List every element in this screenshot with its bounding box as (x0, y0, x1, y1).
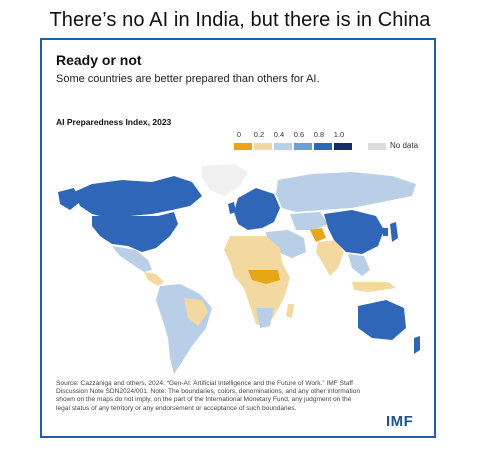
region-brazil-east (184, 298, 208, 326)
region-mexico (112, 246, 152, 272)
region-australia (358, 300, 406, 340)
legend-tick: 1.0 (333, 130, 345, 139)
region-southeast-asia (348, 254, 370, 276)
region-canada (74, 176, 202, 218)
region-middle-east (266, 230, 306, 258)
region-uk (228, 202, 236, 214)
region-madagascar (286, 304, 294, 318)
legend-swatch (274, 143, 292, 150)
region-southern-africa (256, 308, 274, 328)
legend-swatch (334, 143, 352, 150)
legend-swatch (254, 143, 272, 150)
legend-tick: 0.4 (273, 130, 285, 139)
region-central-america (144, 272, 164, 286)
no-data-label: No data (390, 141, 419, 150)
card-subtitle: Some countries are better prepared than … (56, 73, 320, 85)
source-note: Source: Cazzaniga and others, 2024. “Gen… (56, 380, 361, 412)
region-south-america (156, 284, 212, 374)
region-indonesia (352, 282, 396, 292)
region-central-africa (248, 270, 280, 284)
card-title: Ready or not (56, 52, 142, 68)
region-japan (390, 222, 398, 242)
legend-swatch (314, 143, 332, 150)
region-greenland (202, 164, 248, 196)
legend-tick: 0.2 (253, 130, 265, 139)
legend-tick: 0 (236, 130, 242, 139)
region-usa (92, 212, 178, 252)
legend-color-bar (234, 143, 354, 150)
region-alaska (58, 188, 80, 210)
legend-tick: 0.6 (293, 130, 305, 139)
legend-tick: 0.8 (313, 130, 325, 139)
region-new-zealand (414, 336, 420, 354)
region-korea (382, 228, 388, 236)
chart-title: AI Preparedness Index, 2023 (56, 117, 172, 127)
world-map (58, 164, 420, 374)
no-data-swatch (368, 143, 386, 150)
legend-swatch (234, 143, 252, 150)
region-north-africa (224, 236, 282, 266)
legend-ticks: 0 0.2 0.4 0.6 0.8 1.0 (237, 130, 357, 140)
region-russia (276, 172, 416, 212)
region-china (324, 210, 384, 254)
region-afghanistan (310, 228, 326, 242)
legend-swatch (294, 143, 312, 150)
headline: There’s no AI in India, but there is in … (49, 9, 431, 31)
region-india (316, 240, 344, 276)
imf-logo: IMF (386, 413, 414, 430)
map-card: Ready or not Some countries are better p… (40, 38, 436, 438)
region-europe (234, 188, 280, 230)
region-central-asia (290, 212, 328, 230)
